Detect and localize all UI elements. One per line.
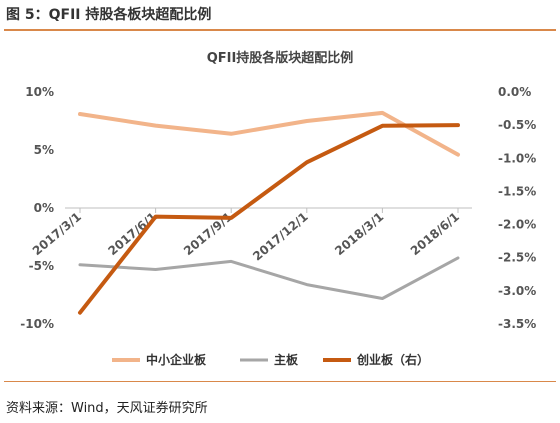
x-tick-label: 2017/6/1 [105,210,159,259]
legend-label-2: 主板 [274,352,299,367]
y-right-tick-label: -2.0% [498,218,536,232]
top-divider [4,29,556,31]
x-tick-label: 2017/12/1 [250,210,310,264]
y-right-tick-label: -1.0% [498,151,536,165]
x-tick-label: 2018/3/1 [332,210,386,259]
chart: QFII持股各版块超配比例 10% 5% 0% -5% -10% 0.0% -0.5% -1.… [20,50,536,367]
chart-title: QFII持股各版块超配比例 [207,50,354,66]
y-right-tick-label: -3.0% [498,284,536,298]
series-line-2 [78,256,460,300]
axes: 10% 5% 0% -5% -10% 0.0% -0.5% -1.0% -1.5% -2.0% -2… [20,85,536,331]
legend: 中小企业板 主板 创业板（右） [112,352,429,367]
y-left-tick-label: 10% [25,85,54,99]
series-lines [78,110,460,315]
x-tick-label: 2017/3/1 [30,210,84,259]
y-left-tick-label: 5% [34,143,54,157]
bottom-divider [4,381,556,382]
y-left-tick-label: -5% [29,259,54,273]
source-note: 资料来源：Wind，天风证券研究所 [6,401,208,416]
y-left-tick-label: -10% [20,317,54,331]
y-right-tick-label: 0.0% [498,85,531,99]
legend-label-1: 中小企业板 [146,352,207,367]
figure-caption: 图 5：QFII 持股各板块超配比例 [6,7,212,23]
x-tick-label: 2018/6/1 [408,210,462,259]
y-right-tick-label: -3.5% [498,317,536,331]
y-left-tick-label: 0% [34,201,54,215]
y-right-tick-label: -0.5% [498,118,536,132]
series-line-1 [78,110,460,157]
series-line-3 [78,123,460,315]
y-right-tick-label: -1.5% [498,184,536,198]
y-right-tick-label: -2.5% [498,251,536,265]
legend-label-3: 创业板（右） [356,352,429,367]
